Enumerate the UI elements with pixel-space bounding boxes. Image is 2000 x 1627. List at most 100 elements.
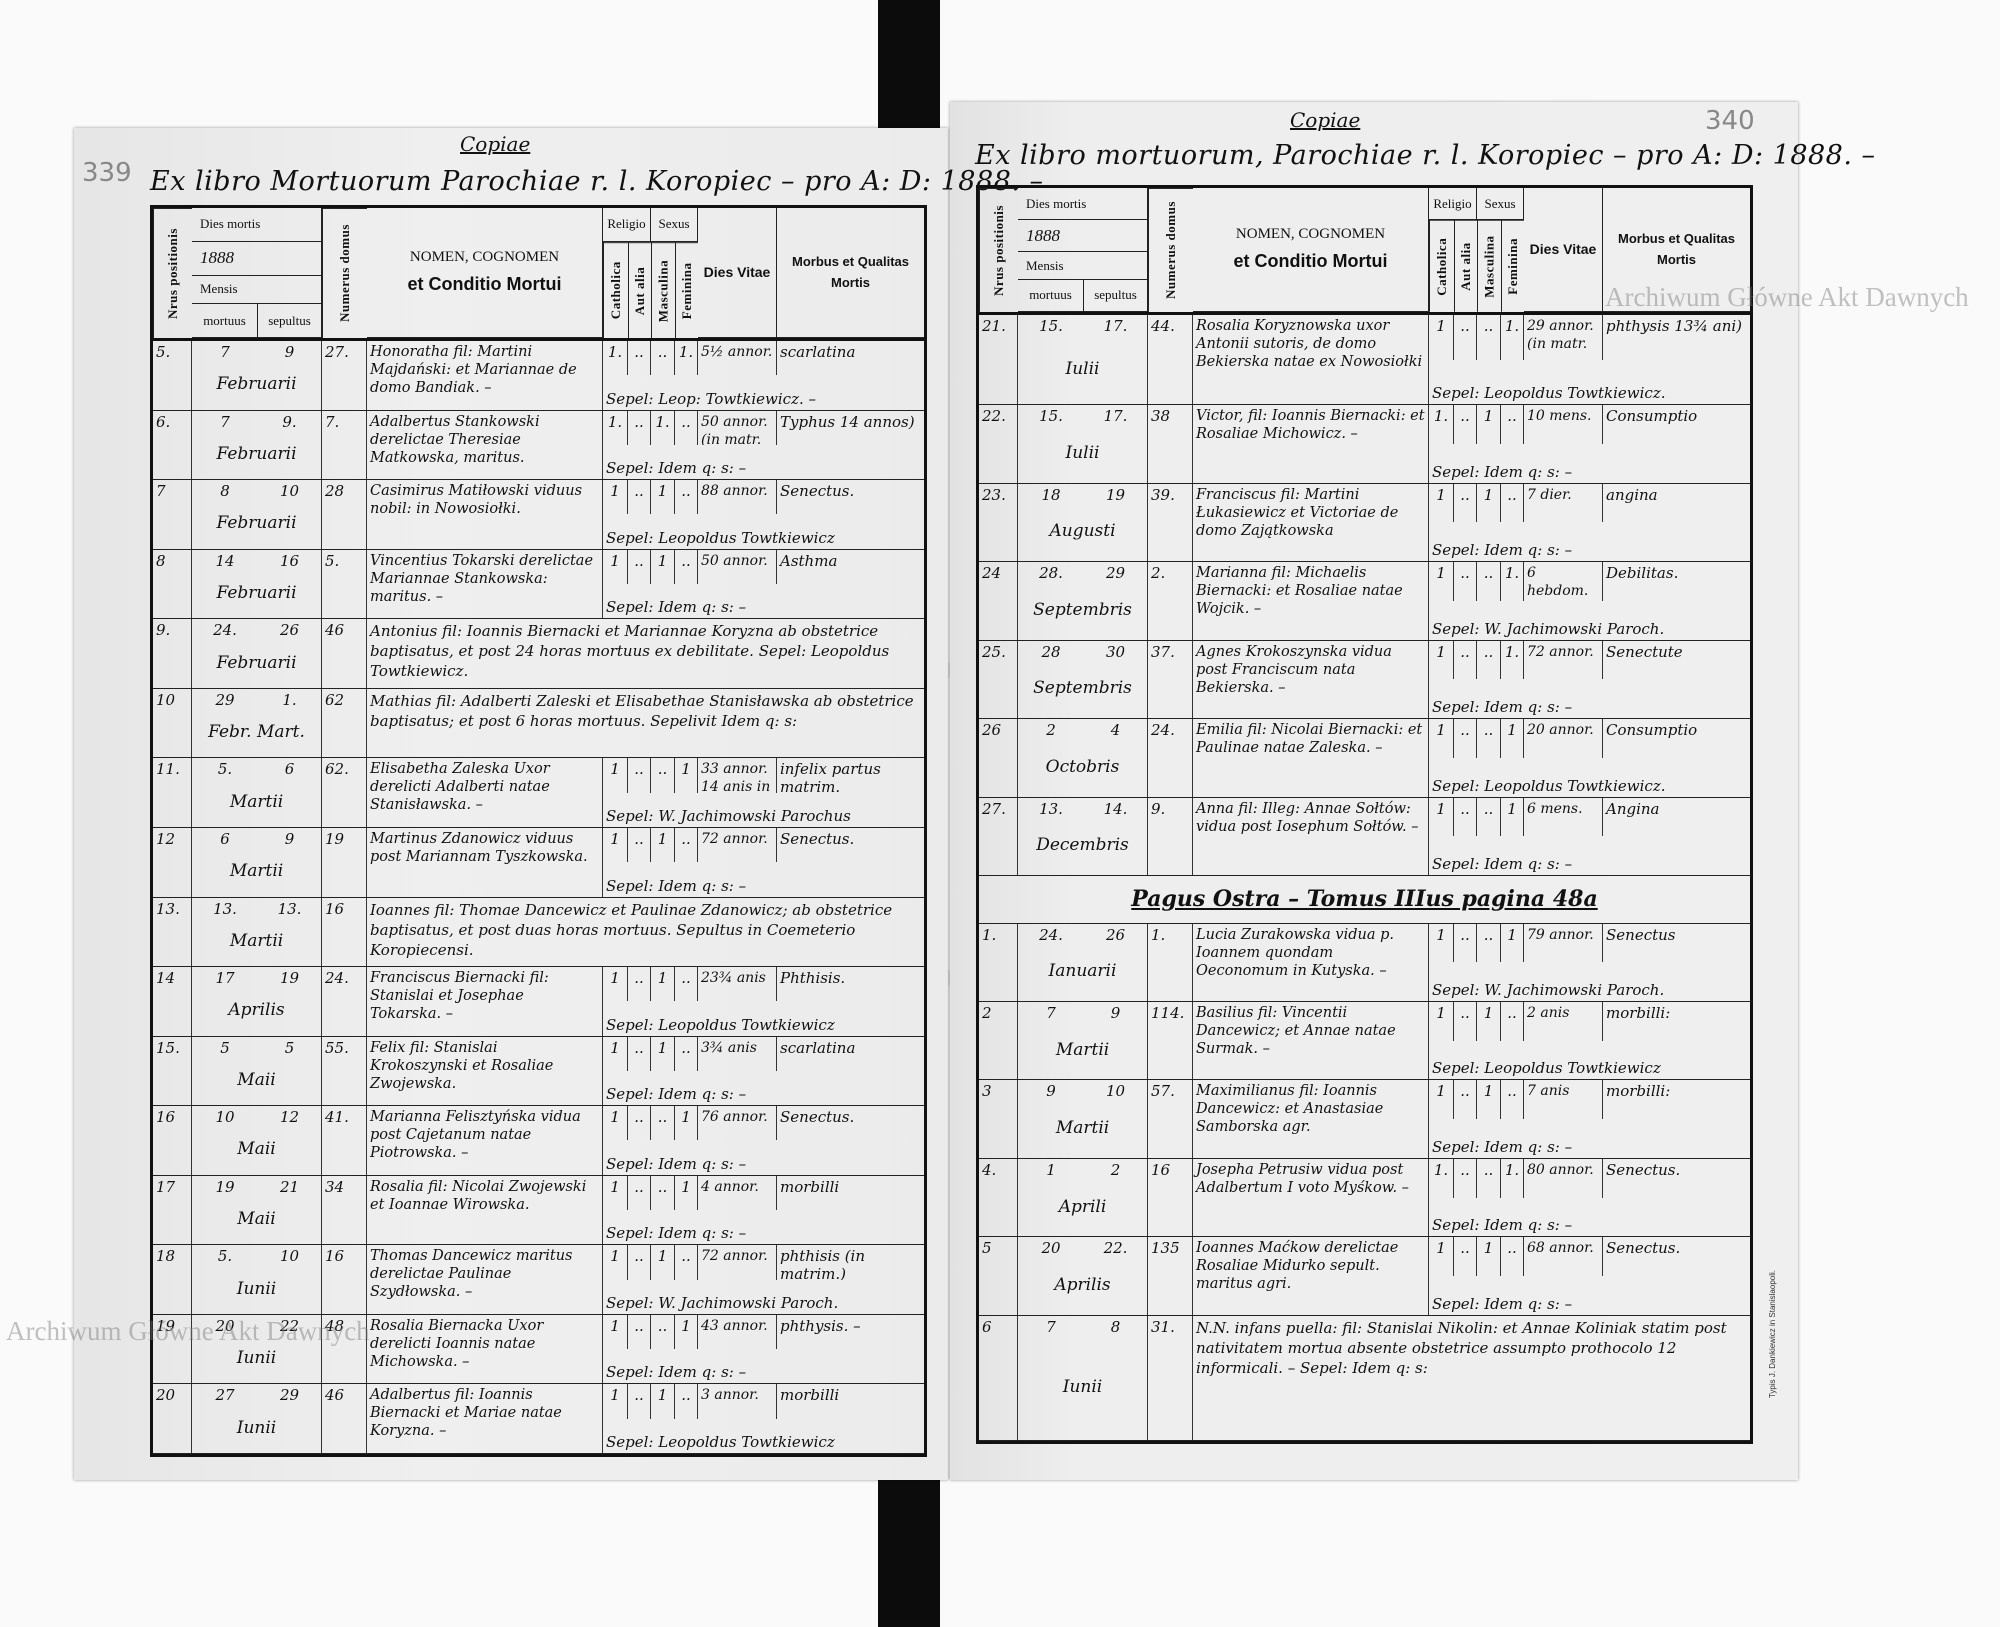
sexus-masculina-mark: 1 — [651, 480, 675, 515]
header-mensis-label: Mensis — [200, 281, 238, 297]
sexus-feminina-mark: 1 — [1501, 719, 1524, 758]
header-mortuus: mortuus — [192, 304, 258, 338]
sexus-masculina-mark: .. — [1477, 923, 1501, 963]
header-sepultus: sepultus — [258, 304, 322, 338]
date-mortuus: 5. — [217, 760, 233, 779]
month-name: Augusti — [1018, 522, 1148, 562]
morbus: Senectus — [1606, 925, 1676, 944]
sexus-masculina-mark: 1 — [1477, 1002, 1501, 1041]
header-sexus-label: Sexus — [658, 216, 690, 232]
header-masculina: Masculina — [1477, 220, 1501, 312]
religio-catholica-mark: 1 — [603, 1314, 628, 1350]
house-number: 39. — [1148, 483, 1193, 562]
burial-note: Sepel: Idem q: s: – — [606, 876, 747, 895]
row-number: 15. — [153, 1036, 192, 1106]
header-numerus-domus: Numerus domus — [1148, 188, 1193, 312]
header-nomen-line2: et Conditio Mortui — [1233, 251, 1388, 272]
name-and-condition: Martinus Zdanowicz viduus post Mariannam… — [367, 827, 603, 897]
religio-catholica-mark: 1 — [603, 1175, 628, 1211]
name-and-condition: Josepha Petrusiw vidua post Adalbertum I… — [1193, 1158, 1429, 1237]
burial-note: Sepel: Idem q: s: – — [1432, 855, 1573, 874]
date-mortuus: 13. — [213, 899, 237, 918]
sexus-masculina-mark: 1 — [651, 1036, 675, 1071]
name-and-condition: Rosalia Koryznowska uxor Antonii sutoris… — [1193, 315, 1429, 405]
sexus-feminina-mark: 1 — [675, 1314, 698, 1350]
name-and-condition: Casimirus Matiłowski viduus nobil: in No… — [367, 480, 603, 549]
date-mortuus: 14 — [215, 551, 235, 570]
table-row: 7 8 10 28 Casimirus Matiłowski viduus nobil:… — [153, 480, 924, 550]
date-sepultus: 12 — [258, 1106, 322, 1141]
morbus: Senectus. — [780, 1108, 855, 1127]
house-number: 41. — [322, 1106, 367, 1175]
house-number: 27. — [322, 341, 367, 410]
month-name: Aprilis — [192, 1001, 322, 1036]
sexus-feminina-mark: 1. — [1501, 640, 1524, 680]
month-name: Iunii — [192, 1279, 322, 1314]
header-morbus: Morbus et Qualitas Mortis — [777, 208, 924, 338]
dies-vitae: 20 annor. — [1524, 719, 1603, 758]
sexus-feminina-mark: 1 — [675, 758, 698, 793]
date-sepultus: 9 — [1084, 1002, 1148, 1041]
burial-note: Sepel: Idem q: s: – — [1432, 1294, 1573, 1313]
dies-vitae: 72 annor. — [698, 1245, 777, 1280]
religio-catholica-mark: 1 — [1429, 923, 1454, 963]
religio-aut-alia-mark: .. — [1454, 640, 1477, 680]
table-row: 26 2 4 24. Emilia fil: Nicolai Biernacki: et… — [979, 719, 1750, 798]
left-page — [74, 128, 948, 1480]
sexus-masculina-mark: 1 — [1477, 1237, 1501, 1277]
header-mortuus-label: mortuus — [1029, 287, 1072, 303]
table-body: 5. 7 9 27. Honoratha fil: Martini Majdański:… — [153, 341, 924, 1454]
archive-watermark: Archiwum Główne Akt Dawnych — [6, 1316, 370, 1346]
table-header: Nrus positionis Dies mortis 1888 Mensis mort… — [153, 208, 924, 341]
header-feminina-label: Feminina — [679, 262, 694, 319]
religio-aut-alia-mark: .. — [1454, 562, 1477, 601]
burial-note: Sepel: Leopoldus Towtkiewicz — [606, 1433, 835, 1451]
table-row: 6 7 8 31. N.N. infans puella: fil: Stanislai… — [979, 1315, 1750, 1441]
morbus: angina — [1606, 485, 1658, 504]
row-number: 17 — [153, 1175, 192, 1245]
morbus: phthisis (in matrim.) — [780, 1247, 866, 1280]
table-row: 15. 5 5 55. Felix fil: Stanislai Krokoszynsk… — [153, 1036, 924, 1107]
date-sepultus: 8 — [1084, 1315, 1148, 1378]
header-dies-mortis: Dies mortis — [192, 208, 322, 242]
table-row: 13. 13. 13. 16 Ioannes fil: Thomae Dancewicz… — [153, 897, 924, 968]
death-register-table-right: Nrus positionis Dies mortis 1888 Mensis mort… — [976, 185, 1753, 1444]
morbus: Senectus. — [780, 482, 855, 501]
row-number: 9. — [153, 619, 192, 688]
religio-aut-alia-mark: .. — [628, 341, 651, 376]
month-name: Aprilis — [1018, 1276, 1148, 1315]
date-mortuus: 15. — [1039, 317, 1063, 335]
row-number: 23. — [979, 483, 1018, 562]
religio-aut-alia-mark: .. — [1454, 719, 1477, 758]
month-name: Martii — [1018, 1040, 1148, 1080]
month-name: Februarii — [192, 653, 322, 688]
religio-aut-alia-mark: .. — [1454, 1237, 1477, 1277]
dies-vitae: 5½ annor. — [698, 341, 777, 376]
religio-aut-alia-mark: .. — [628, 1106, 651, 1141]
header-sexus: Sexus — [1477, 188, 1524, 221]
religio-aut-alia-mark: .. — [628, 1384, 651, 1419]
date-sepultus: 22. — [1084, 1237, 1148, 1277]
table-row: 11. 5. 6 62. Elisabetha Zaleska Uxor derelic… — [153, 758, 924, 828]
morbus: morbilli — [780, 1386, 840, 1405]
page-number-left: 339 — [82, 158, 132, 188]
religio-catholica-mark: 1 — [603, 549, 628, 584]
register-title-left: Ex libro Mortuorum Parochiae r. l. Korop… — [150, 166, 1044, 197]
house-number: 7. — [322, 410, 367, 480]
date-sepultus: 26 — [1084, 923, 1148, 963]
sexus-feminina-mark: 1. — [1501, 1158, 1524, 1198]
month-name: Septembris — [1018, 679, 1148, 719]
burial-note: Sepel: Idem q: s: – — [1432, 698, 1573, 717]
religio-catholica-mark: 1 — [1429, 315, 1454, 360]
row-number: 3 — [979, 1080, 1018, 1158]
entry-note: Antonius fil: Ioannis Biernacki et Maria… — [370, 622, 890, 681]
header-nomen: NOMEN, COGNOMEN et Conditio Mortui — [367, 208, 603, 338]
morbus: phthysis 13¾ ani) — [1606, 317, 1743, 335]
name-and-condition: Victor, fil: Ioannis Biernacki: et Rosal… — [1193, 405, 1429, 483]
sexus-feminina-mark: 1 — [1501, 923, 1524, 963]
date-mortuus: 5 — [220, 1038, 230, 1057]
burial-note: Sepel: Idem q: s: – — [606, 1363, 747, 1382]
burial-note: Sepel: Idem q: s: – — [606, 459, 747, 478]
name-and-condition: Adalbertus fil: Ioannis Biernacki et Mar… — [367, 1384, 603, 1453]
date-sepultus: 29 — [1084, 562, 1148, 601]
